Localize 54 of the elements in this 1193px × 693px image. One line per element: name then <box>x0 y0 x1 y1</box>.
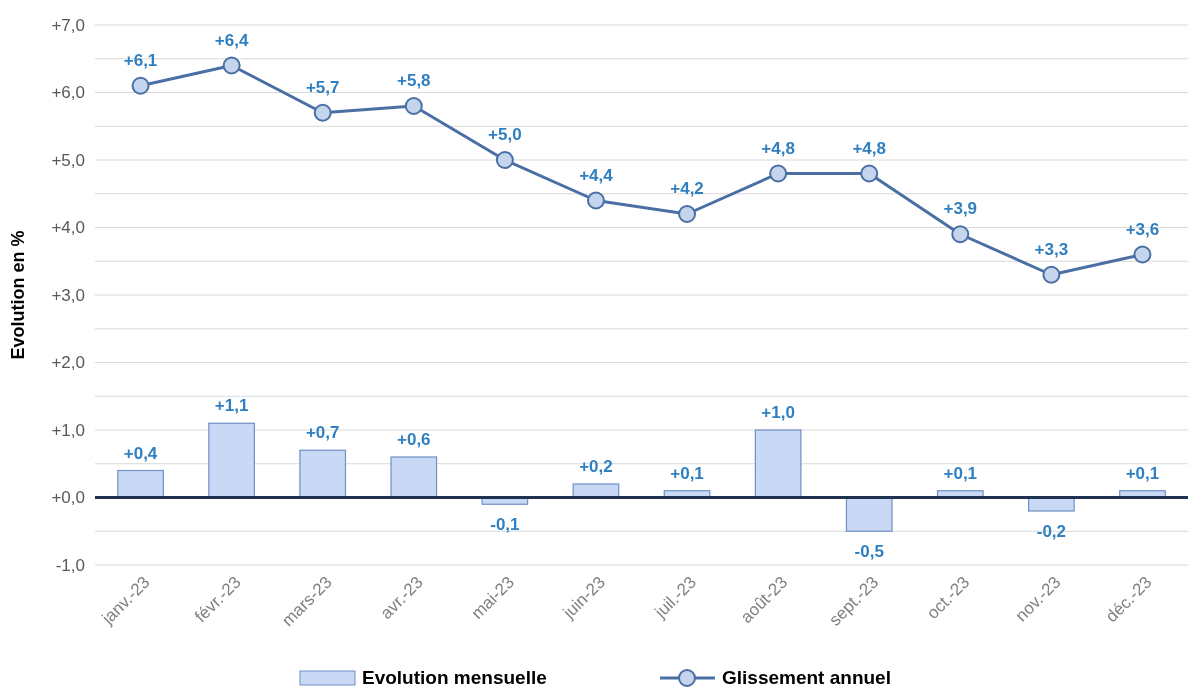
data-label: +6,4 <box>214 30 249 50</box>
y-axis-title: Evolution en % <box>8 230 28 360</box>
point <box>404 97 423 115</box>
point <box>222 56 241 75</box>
point <box>951 225 970 244</box>
data-label: +5,0 <box>488 125 522 144</box>
bar <box>845 496 893 532</box>
data-label: +6,1 <box>123 50 158 70</box>
data-label: +3,9 <box>943 199 978 219</box>
data-label: +0,1 <box>670 463 704 483</box>
data-label: +4,2 <box>670 179 704 198</box>
data-label: +0,1 <box>943 463 978 483</box>
data-label: +0,2 <box>579 457 613 476</box>
legend-label: Glissement annuel <box>722 667 891 688</box>
point <box>131 76 150 95</box>
y-tick-label: -1,0 <box>55 555 85 575</box>
y-tick-label: +6,0 <box>51 83 85 103</box>
point <box>860 164 879 183</box>
bar <box>299 449 347 499</box>
point <box>495 151 514 169</box>
data-label: +0,7 <box>305 423 340 443</box>
legend-label: Evolution mensuelle <box>362 667 547 688</box>
bar <box>117 469 164 499</box>
data-label: +4,8 <box>761 138 795 158</box>
data-label: -0,1 <box>490 515 520 535</box>
point <box>313 103 332 122</box>
point <box>769 164 788 183</box>
data-label: +0,6 <box>397 430 431 449</box>
bar <box>390 456 438 499</box>
data-label: +0,4 <box>123 443 158 463</box>
data-label: +4,8 <box>852 138 886 158</box>
data-label: -0,5 <box>854 542 884 562</box>
y-tick-label: +2,0 <box>51 353 85 373</box>
data-label: +3,6 <box>1125 219 1160 239</box>
data-label: +5,8 <box>397 71 431 90</box>
data-label: +3,3 <box>1034 239 1069 259</box>
data-label: -0,2 <box>1036 522 1067 541</box>
point <box>1133 245 1152 264</box>
point <box>678 205 697 223</box>
data-label: +1,1 <box>214 396 249 416</box>
y-tick-label: +7,0 <box>51 15 85 35</box>
bar <box>754 429 802 499</box>
y-tick-label: +3,0 <box>51 285 85 305</box>
point <box>1042 265 1061 284</box>
y-tick-label: +0,0 <box>51 488 85 508</box>
data-label: +4,4 <box>579 165 614 185</box>
y-tick-label: +4,0 <box>51 218 85 238</box>
data-label: +5,7 <box>305 77 340 97</box>
point <box>586 191 605 210</box>
y-tick-label: +5,0 <box>51 150 85 170</box>
data-label: +1,0 <box>761 403 795 422</box>
y-tick-label: +1,0 <box>51 420 85 440</box>
bar <box>208 422 255 499</box>
data-label: +0,1 <box>1125 463 1160 483</box>
